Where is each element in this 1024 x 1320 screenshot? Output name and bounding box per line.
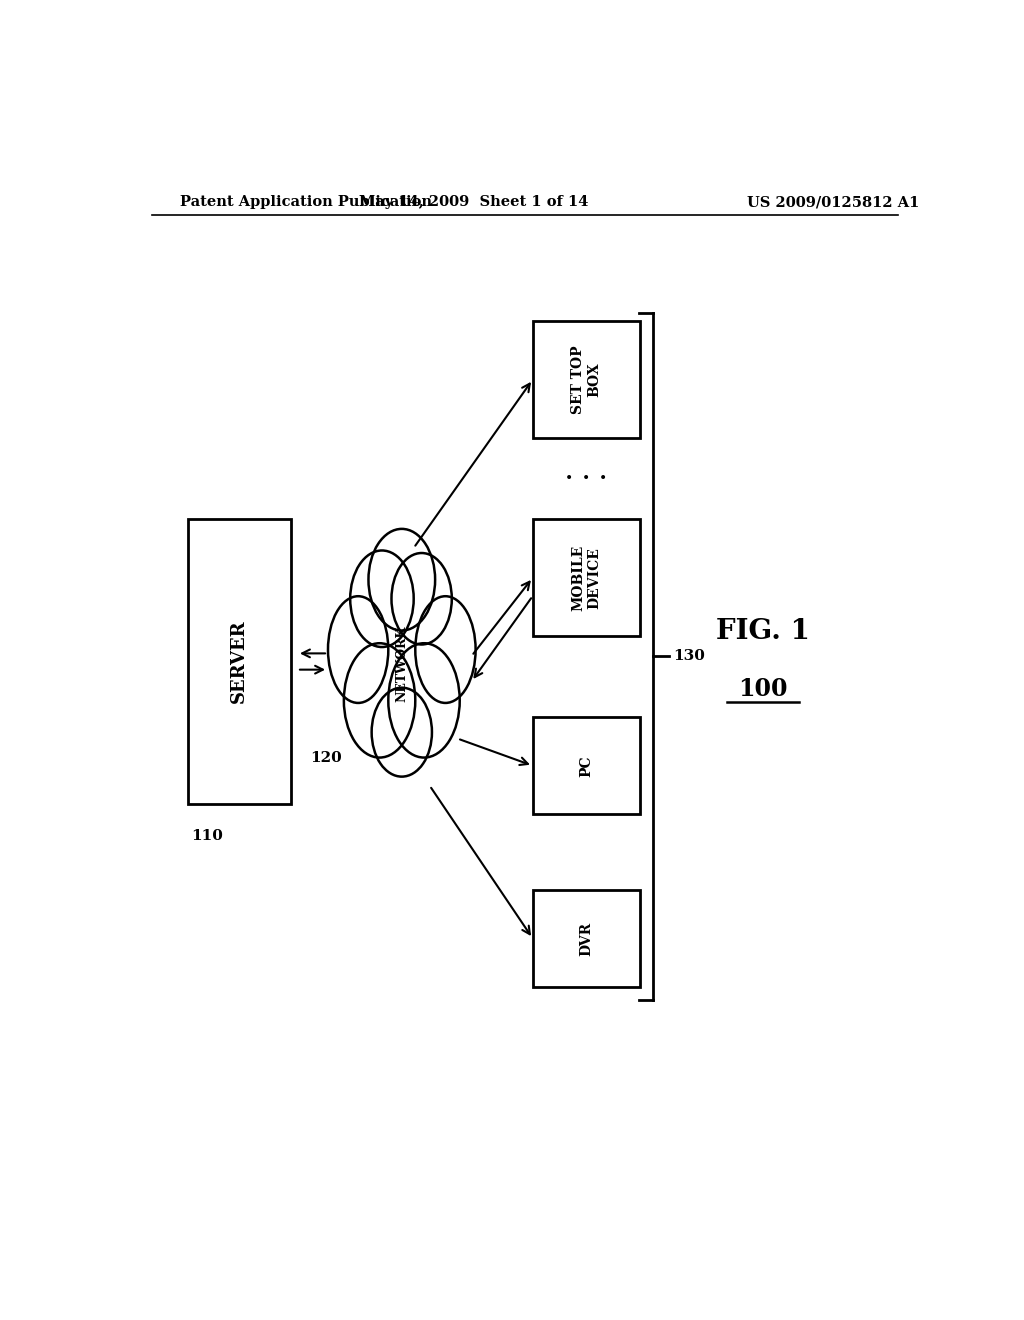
Text: FIG. 1: FIG. 1 — [716, 618, 810, 644]
Bar — [532, 519, 640, 636]
Ellipse shape — [328, 597, 388, 704]
Text: MOBILE
DEVICE: MOBILE DEVICE — [571, 545, 601, 611]
Ellipse shape — [391, 553, 452, 644]
Ellipse shape — [416, 597, 475, 704]
Text: 130: 130 — [673, 649, 706, 664]
Bar — [187, 519, 291, 804]
Text: 120: 120 — [310, 751, 342, 764]
Text: Patent Application Publication: Patent Application Publication — [179, 195, 431, 209]
Text: •  •  •: • • • — [565, 471, 607, 486]
Ellipse shape — [369, 529, 435, 631]
Text: PC: PC — [580, 755, 593, 776]
Text: US 2009/0125812 A1: US 2009/0125812 A1 — [748, 195, 920, 209]
Bar — [532, 718, 640, 814]
Bar — [532, 890, 640, 987]
Bar — [532, 321, 640, 438]
Ellipse shape — [344, 643, 416, 758]
Ellipse shape — [372, 688, 432, 776]
Text: 100: 100 — [738, 677, 787, 701]
Ellipse shape — [388, 643, 460, 758]
Text: May 14, 2009  Sheet 1 of 14: May 14, 2009 Sheet 1 of 14 — [358, 195, 588, 209]
Text: 110: 110 — [191, 829, 223, 843]
Ellipse shape — [350, 550, 414, 647]
Text: DVR: DVR — [580, 921, 593, 956]
Text: SET TOP
BOX: SET TOP BOX — [571, 345, 601, 413]
Text: NETWORK: NETWORK — [395, 626, 409, 702]
Text: SERVER: SERVER — [230, 619, 248, 704]
